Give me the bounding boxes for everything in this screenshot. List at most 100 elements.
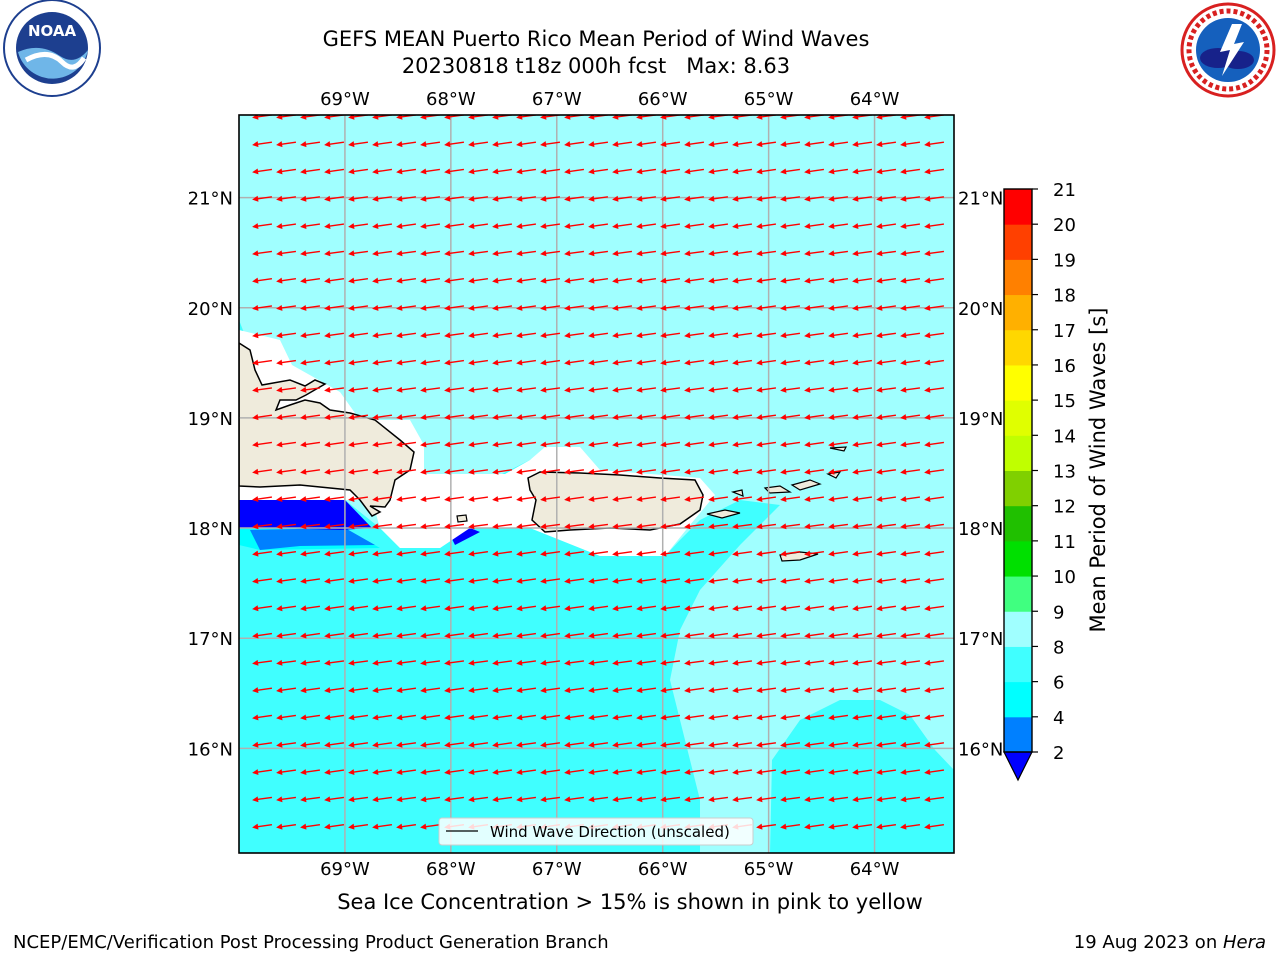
colorbar-tick-label: 13 [1053,462,1076,483]
chart-title-line2: 20230818 t18z 000h fcst Max: 8.63 [401,54,791,78]
wind-wave-arrow [588,223,609,230]
wind-wave-arrow [420,523,441,530]
wind-wave-arrow [372,277,393,284]
wind-wave-arrow [324,168,345,175]
wind-wave-arrow [588,250,609,257]
wind-wave-arrow [876,523,897,530]
wind-wave-arrow [780,304,801,311]
wind-wave-arrow [828,714,849,721]
wind-wave-arrow [924,741,945,748]
wind-wave-arrow [660,605,681,612]
wind-wave-arrow [348,359,369,366]
wind-wave-arrow [924,632,945,639]
wind-wave-arrow [828,769,849,776]
wind-wave-arrow [804,277,825,284]
wind-wave-arrow [348,332,369,339]
wind-wave-arrow [684,468,705,475]
wind-wave-arrow [828,277,849,284]
wind-wave-arrow [348,577,369,584]
wind-wave-arrow [276,195,297,202]
wind-wave-arrow [516,441,537,448]
wind-wave-arrow [876,659,897,666]
wind-wave-arrow [588,414,609,421]
wind-wave-arrow [516,468,537,475]
wind-wave-arrow [900,605,921,612]
wind-wave-arrow [492,523,513,530]
land-vieques [706,509,741,519]
wind-wave-arrow [372,823,393,830]
wind-wave-arrow [396,250,417,257]
wind-wave-arrow [756,250,777,257]
wind-wave-arrow [516,332,537,339]
wind-wave-arrow [660,468,681,475]
wind-wave-arrow [300,332,321,339]
wind-wave-arrow [492,223,513,230]
wind-wave-arrow [660,332,681,339]
lon-label-bottom: 69°W [320,859,370,880]
wind-wave-arrow [324,714,345,721]
wind-wave-arrow [324,687,345,694]
wind-wave-arrow [804,577,825,584]
wind-wave-arrow [492,659,513,666]
wind-wave-arrow [612,523,633,530]
colorbar-tick-label: 20 [1053,215,1076,236]
colorbar-tick-label: 16 [1053,356,1076,377]
wind-wave-arrow [468,523,489,530]
wind-wave-arrow [276,659,297,666]
wind-wave-arrow [348,796,369,803]
wind-wave-arrow [828,141,849,148]
wind-wave-arrow [708,687,729,694]
wind-wave-arrow [780,496,801,503]
wind-wave-arrow [396,577,417,584]
wind-wave-arrow [708,632,729,639]
wind-wave-arrow [636,496,657,503]
wind-wave-arrow [348,386,369,393]
wind-wave-arrow [468,359,489,366]
wind-wave-arrow [828,577,849,584]
wind-wave-arrow [684,769,705,776]
wind-wave-arrow [732,523,753,530]
wind-wave-arrow [636,741,657,748]
wind-wave-arrow [492,359,513,366]
wind-wave-arrow [420,632,441,639]
wind-wave-arrow [732,769,753,776]
wind-wave-arrow [708,223,729,230]
wind-wave-arrow [276,386,297,393]
wind-wave-arrow [492,168,513,175]
wind-wave-arrow [636,195,657,202]
wind-wave-arrow [516,496,537,503]
wind-wave-arrow [468,441,489,448]
colorbar-segment [1004,329,1032,366]
wind-wave-arrow [924,441,945,448]
wind-wave-arrow [444,632,465,639]
wind-wave-arrow [444,223,465,230]
wind-wave-arrow [564,195,585,202]
wind-wave-arrow [300,523,321,530]
wind-wave-arrow [684,496,705,503]
wind-wave-arrow [516,223,537,230]
wind-wave-arrow [276,250,297,257]
wind-wave-arrow [660,523,681,530]
wind-wave-arrow [828,195,849,202]
lon-label-top: 69°W [320,89,370,110]
wind-wave-arrow [732,223,753,230]
wind-wave-arrow [780,141,801,148]
wind-wave-arrow [828,796,849,803]
wind-wave-arrow [852,168,873,175]
wind-wave-arrow [444,577,465,584]
wind-wave-arrow [852,468,873,475]
wind-wave-arrow [420,359,441,366]
wind-wave-arrow [924,359,945,366]
wind-wave-arrow [396,277,417,284]
wind-wave-arrow [900,168,921,175]
wind-wave-arrow [876,687,897,694]
wind-wave-arrow [876,277,897,284]
wind-wave-arrow [372,496,393,503]
wind-wave-arrow [756,796,777,803]
wind-wave-arrow [564,577,585,584]
wind-wave-arrow [732,496,753,503]
wind-wave-arrow [252,687,273,694]
wind-wave-arrow [876,195,897,202]
wind-wave-arrow [780,823,801,830]
wind-wave-arrow [324,223,345,230]
